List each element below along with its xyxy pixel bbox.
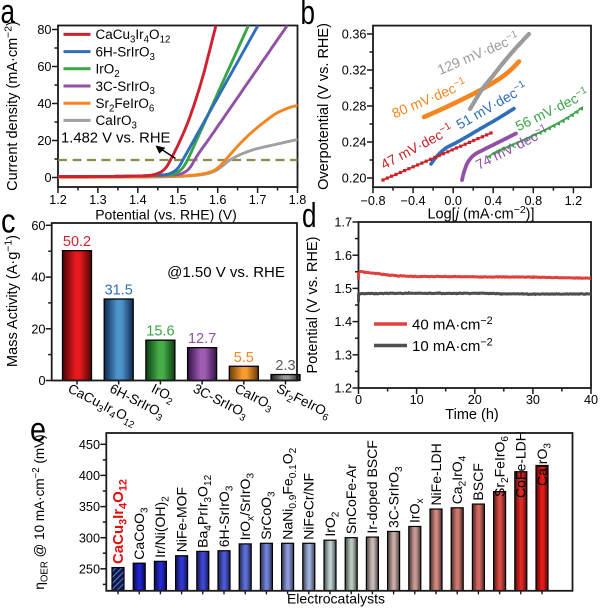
svg-text:Ca2​IrO4​: Ca2​IrO4​	[449, 455, 469, 504]
svg-text:1.7: 1.7	[249, 193, 267, 207]
svg-text:1.4: 1.4	[129, 193, 147, 207]
svg-text:10: 10	[410, 393, 424, 407]
svg-text:SrCoO3​: SrCoO3​	[258, 491, 278, 540]
svg-text:NiFe-LDH: NiFe-LDH	[428, 443, 444, 505]
svg-text:CaIrO3​: CaIrO3​	[96, 113, 137, 131]
svg-text:c: c	[1, 203, 16, 241]
svg-text:CaCu3​Ir4​O12​: CaCu3​Ir4​O12​	[110, 479, 130, 564]
svg-text:−0.8: −0.8	[360, 194, 385, 208]
svg-text:0.28: 0.28	[342, 100, 367, 114]
svg-text:250: 250	[79, 562, 100, 576]
svg-text:80: 80	[37, 23, 51, 37]
svg-text:400: 400	[79, 469, 100, 483]
svg-text:IrO2​: IrO2​	[96, 62, 120, 80]
svg-text:d: d	[302, 197, 317, 235]
svg-text:0: 0	[355, 393, 362, 407]
svg-text:CaCu3​Ir4​O12​: CaCu3​Ir4​O12​	[96, 27, 171, 45]
svg-text:2.3: 2.3	[275, 358, 295, 374]
svg-text:40 mA·cm−2​: 40 mA·cm−2​	[412, 315, 493, 334]
svg-text:BSCF: BSCF	[470, 463, 486, 500]
svg-text:0: 0	[44, 171, 51, 185]
svg-text:3C-SrIrO3​: 3C-SrIrO3​	[96, 79, 155, 97]
svg-text:1.6: 1.6	[209, 193, 227, 207]
svg-text:Time (h): Time (h)	[445, 407, 498, 423]
svg-text:1.4: 1.4	[334, 315, 352, 329]
svg-text:CaCoO3​: CaCoO3​	[131, 507, 151, 560]
svg-text:0.0: 0.0	[444, 194, 462, 208]
svg-text:1.2: 1.2	[565, 194, 583, 208]
svg-text:CoFe-LDH: CoFe-LDH	[513, 431, 529, 498]
svg-text:12.7: 12.7	[188, 331, 216, 347]
svg-text:Current density (mA·cm−2​): Current density (mA·cm−2​)	[4, 21, 22, 191]
svg-text:@1.50 V vs. RHE: @1.50 V vs. RHE	[167, 264, 285, 281]
svg-text:3C-SrIrO3​: 3C-SrIrO3​	[385, 466, 405, 528]
svg-text:20: 20	[37, 134, 51, 148]
svg-text:20: 20	[468, 393, 482, 407]
svg-text:−0.4: −0.4	[401, 194, 426, 208]
svg-text:1.2: 1.2	[49, 193, 67, 207]
svg-text:NiFe-MOF: NiFe-MOF	[173, 487, 189, 552]
svg-text:1.7: 1.7	[334, 216, 352, 230]
svg-text:50.2: 50.2	[63, 234, 91, 250]
svg-text:b: b	[301, 0, 316, 32]
svg-text:31.5: 31.5	[105, 283, 133, 299]
svg-text:Potential (vs. RHE) (V): Potential (vs. RHE) (V)	[95, 207, 237, 223]
svg-text:5.5: 5.5	[234, 350, 254, 366]
svg-text:450: 450	[79, 438, 100, 452]
svg-text:10 mA·cm−2​: 10 mA·cm−2​	[412, 336, 493, 355]
svg-text:IrOx​: IrOx​	[407, 498, 427, 523]
svg-text:Ir/Ni(OH)2​: Ir/Ni(OH)2​	[152, 496, 172, 558]
svg-text:350: 350	[79, 500, 100, 514]
svg-text:Potential (V vs. RHE): Potential (V vs. RHE)	[305, 237, 321, 374]
svg-text:0.24: 0.24	[342, 136, 367, 150]
svg-text:1.5: 1.5	[334, 282, 352, 296]
svg-text:0.4: 0.4	[484, 194, 502, 208]
svg-text:20: 20	[31, 322, 45, 336]
svg-text:Electrocatalysts: Electrocatalysts	[287, 591, 385, 607]
svg-text:1.3: 1.3	[334, 348, 352, 362]
svg-text:1.5: 1.5	[169, 193, 187, 207]
svg-text:e: e	[30, 411, 46, 449]
svg-text:a: a	[1, 0, 16, 31]
svg-text:SnCoFe-Ar: SnCoFe-Ar	[343, 464, 359, 534]
svg-text:60: 60	[31, 219, 45, 233]
svg-text:30: 30	[526, 393, 540, 407]
svg-text:IrOx​/SrIrO3​: IrOx​/SrIrO3​	[237, 473, 257, 541]
svg-text:1.3: 1.3	[89, 193, 107, 207]
svg-text:40: 40	[37, 97, 51, 111]
svg-text:Mass Activity (A·g−1​): Mass Activity (A·g−1​)	[4, 235, 22, 367]
svg-text:40: 40	[584, 393, 598, 407]
svg-text:1.8: 1.8	[289, 193, 307, 207]
svg-text:IrO2​: IrO2​	[322, 511, 342, 536]
svg-text:0.8: 0.8	[524, 194, 542, 208]
svg-text:1.2: 1.2	[334, 382, 352, 396]
svg-text:60: 60	[37, 60, 51, 74]
svg-text:300: 300	[79, 531, 100, 545]
svg-text:0: 0	[38, 374, 45, 388]
svg-text:NiFeCr/NF: NiFeCr/NF	[301, 473, 317, 540]
svg-text:CaIrO3​: CaIrO3​	[534, 443, 554, 486]
svg-text:0.36: 0.36	[342, 28, 367, 42]
svg-text:1.482 V vs. RHE: 1.482 V vs. RHE	[61, 131, 171, 147]
svg-text:40: 40	[31, 271, 45, 285]
svg-text:Overpotential (V vs. RHE): Overpotential (V vs. RHE)	[316, 23, 332, 190]
svg-text:Ir-doped BSCF: Ir-doped BSCF	[364, 440, 380, 533]
svg-text:1.6: 1.6	[334, 249, 352, 263]
svg-text:6H-SrIrO3​: 6H-SrIrO3​	[216, 485, 236, 547]
svg-text:0.20: 0.20	[342, 172, 367, 186]
svg-text:0.32: 0.32	[342, 64, 367, 78]
svg-text:6H-SrIrO3​: 6H-SrIrO3​	[96, 44, 155, 62]
svg-text:15.6: 15.6	[146, 324, 174, 340]
svg-text:Log[j (mA·cm−2​)]: Log[j (mA·cm−2​)]	[427, 204, 534, 223]
